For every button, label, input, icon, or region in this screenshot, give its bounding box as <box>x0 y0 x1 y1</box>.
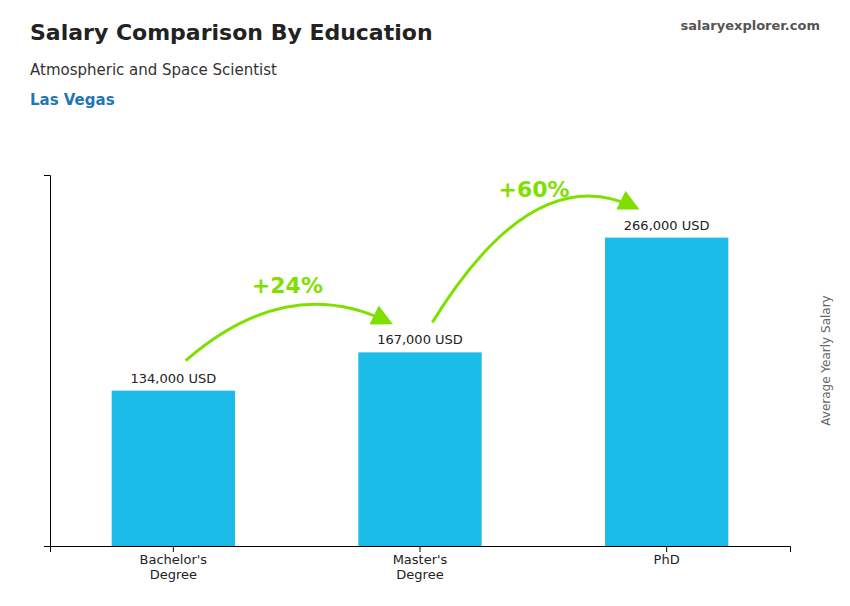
bar <box>112 391 235 546</box>
x-tick-mark <box>173 546 174 552</box>
annotations: +24% +60% <box>186 177 636 360</box>
x-tick-label: Bachelor'sDegree <box>140 552 208 582</box>
x-tick-label: Master'sDegree <box>393 552 448 582</box>
arrow <box>186 304 389 360</box>
x-tick-mark <box>666 546 667 552</box>
data-label: 134,000 USD <box>130 371 216 386</box>
arrow <box>432 196 635 322</box>
x-axis-line <box>51 547 791 553</box>
location: Las Vegas <box>30 91 115 109</box>
data-label: 266,000 USD <box>624 218 710 233</box>
x-axis: Bachelor'sDegree Master'sDegree PhD <box>51 546 791 582</box>
data-label: 167,000 USD <box>377 332 463 347</box>
annotation: +60% <box>499 177 570 202</box>
y-axis-label: Average Yearly Salary <box>819 295 833 425</box>
y-axis-line <box>44 176 51 547</box>
bar <box>358 352 481 546</box>
title: Salary Comparison By Education <box>30 20 433 45</box>
x-tick: PhD <box>654 546 680 567</box>
annotation: +24% <box>252 273 323 298</box>
x-tick: Master'sDegree <box>393 546 448 582</box>
y-axis <box>44 176 51 547</box>
subtitle: Atmospheric and Space Scientist <box>30 61 277 79</box>
data-labels: 134,000 USD 167,000 USD 266,000 USD <box>130 218 709 386</box>
x-tick: Bachelor'sDegree <box>140 546 208 582</box>
bar <box>605 238 728 546</box>
source: salaryexplorer.com <box>681 18 820 33</box>
bars <box>112 238 729 546</box>
plot: Bachelor'sDegree Master'sDegree PhD 134,000… <box>44 176 791 583</box>
x-tick-mark <box>420 546 421 552</box>
x-tick-label: PhD <box>654 552 680 567</box>
chart-svg: Salary Comparison By Education Atmospheri… <box>0 0 850 606</box>
